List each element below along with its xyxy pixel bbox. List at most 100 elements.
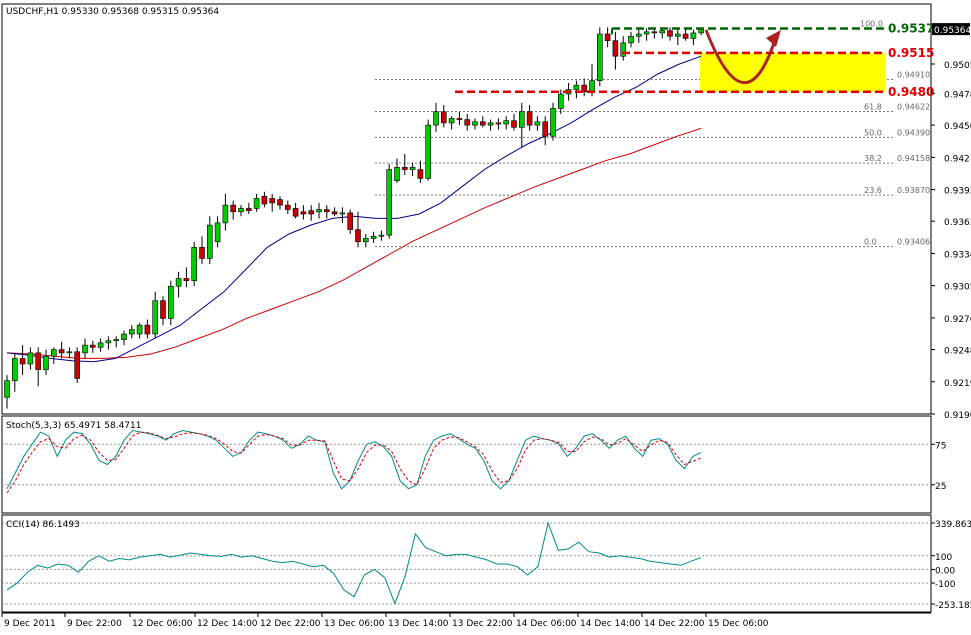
candle-body: [425, 124, 432, 179]
candle-body: [518, 111, 525, 128]
candle-body: [479, 121, 486, 126]
price-tick-label: 0.93635: [944, 218, 971, 228]
fib-level-pct: 50.0: [864, 128, 882, 137]
candle-body: [394, 167, 400, 181]
time-tick-label: 12 Dec 06:00: [132, 619, 193, 629]
candle-body: [628, 35, 634, 44]
candle-body: [300, 211, 307, 215]
candle-body: [557, 93, 564, 109]
candle-body: [136, 324, 143, 335]
candle-body: [347, 212, 354, 230]
candle-body: [292, 208, 299, 217]
time-tick-label: 14 Dec 06:00: [516, 619, 577, 629]
price-tick-label: 0.91900: [944, 411, 971, 421]
price-tick-label: 0.92765: [944, 315, 971, 325]
fast-moving-average: [6, 55, 702, 363]
price-tick-label: 0.92190: [944, 379, 971, 389]
price-tick-label: 0.94500: [944, 122, 971, 132]
price-tick-label: 0.94785: [944, 90, 971, 100]
price-tick-label: 0.92480: [944, 347, 971, 357]
candle-body: [526, 111, 533, 126]
cci-series-0: [6, 521, 702, 606]
chart-title: USDCHF,H1 0.95330 0.95368 0.95315 0.9536…: [6, 7, 219, 17]
candle-body: [604, 33, 611, 41]
candle-body: [542, 121, 549, 137]
time-tick-label: 13 Dec 22:00: [452, 619, 513, 629]
candle-body: [277, 199, 283, 206]
panel-frame-1: [1, 3, 932, 415]
slow-moving-average: [6, 127, 702, 359]
time-tick-label: 9 Dec 22:00: [67, 619, 122, 629]
fib-level-price: 0.94622: [897, 103, 930, 112]
candle-body: [495, 122, 502, 125]
candle-body: [362, 238, 369, 243]
resistance-label: 0.9537: [888, 21, 934, 35]
time-tick-label: 15 Dec 06:00: [708, 619, 769, 629]
candle-body: [222, 204, 229, 224]
candle-body: [183, 278, 190, 281]
candle-body: [409, 167, 416, 170]
candle-body: [339, 212, 346, 215]
fib-level-pct: 23.6: [864, 186, 882, 195]
panel-frame-3: [1, 514, 932, 613]
candle-body: [74, 351, 80, 379]
candle-body: [308, 210, 315, 215]
candle-body: [573, 84, 580, 90]
candle-body: [144, 324, 151, 335]
projection-arrow: [704, 29, 777, 85]
price-tick-label: 0.93920: [944, 187, 971, 197]
fib-level-price: 0.94158: [897, 154, 930, 163]
candle-body: [511, 120, 517, 128]
oscillator-tick-label: -253.185: [935, 601, 971, 611]
candle-body: [417, 169, 424, 179]
candle-body: [620, 42, 627, 57]
candle-body: [674, 33, 681, 37]
candle-body: [433, 111, 439, 126]
stochastic-series-1: [6, 431, 702, 494]
stochastic-series-0: [6, 429, 702, 490]
fib-level-price: 0.93406: [897, 238, 930, 247]
projection-arrowhead: [766, 30, 781, 47]
candle-body: [214, 222, 221, 243]
candle-body: [331, 211, 338, 215]
candle-body: [90, 344, 96, 348]
target-zone: [700, 52, 885, 92]
candle-body: [401, 167, 408, 170]
support-label-1: 0.9515: [888, 46, 934, 60]
candle-body: [323, 209, 330, 213]
oscillator-tick-label: -100: [935, 580, 956, 590]
time-tick-label: 14 Dec 14:00: [580, 619, 641, 629]
fib-level-price: 0.94910: [897, 71, 930, 80]
candle-body: [269, 198, 276, 204]
oscillator-tick-label: 100: [935, 553, 952, 563]
cci-title: CCI(14) 86.1493: [6, 520, 80, 530]
candle-body: [113, 339, 119, 341]
support-label-2: 0.9480: [888, 85, 934, 99]
candle-body: [43, 355, 49, 370]
candle-body: [284, 204, 291, 210]
candle-body: [386, 169, 393, 236]
fib-level-pct: 100.0: [860, 19, 883, 28]
candle-body: [503, 120, 510, 125]
current-price-box: [932, 23, 970, 36]
candle-body: [129, 329, 135, 335]
oscillator-tick-label: 339.8637: [935, 520, 971, 530]
candle-body: [35, 352, 42, 370]
time-tick-label: 13 Dec 14:00: [388, 619, 449, 629]
candle-body: [121, 333, 127, 340]
fib-level-pct: 61.8: [864, 103, 882, 112]
candle-body: [199, 247, 205, 259]
time-tick-label: 9 Dec 2011: [4, 619, 56, 629]
candle-body: [667, 30, 673, 37]
candle-body: [238, 208, 244, 213]
candle-body: [105, 340, 112, 344]
candle-body: [698, 29, 705, 34]
candle-body: [27, 352, 34, 365]
candle-body: [550, 108, 556, 137]
candle-body: [316, 209, 322, 213]
fib-level-pct: 0.0: [864, 238, 877, 247]
candle-body: [534, 121, 541, 126]
candle-body: [175, 278, 182, 287]
